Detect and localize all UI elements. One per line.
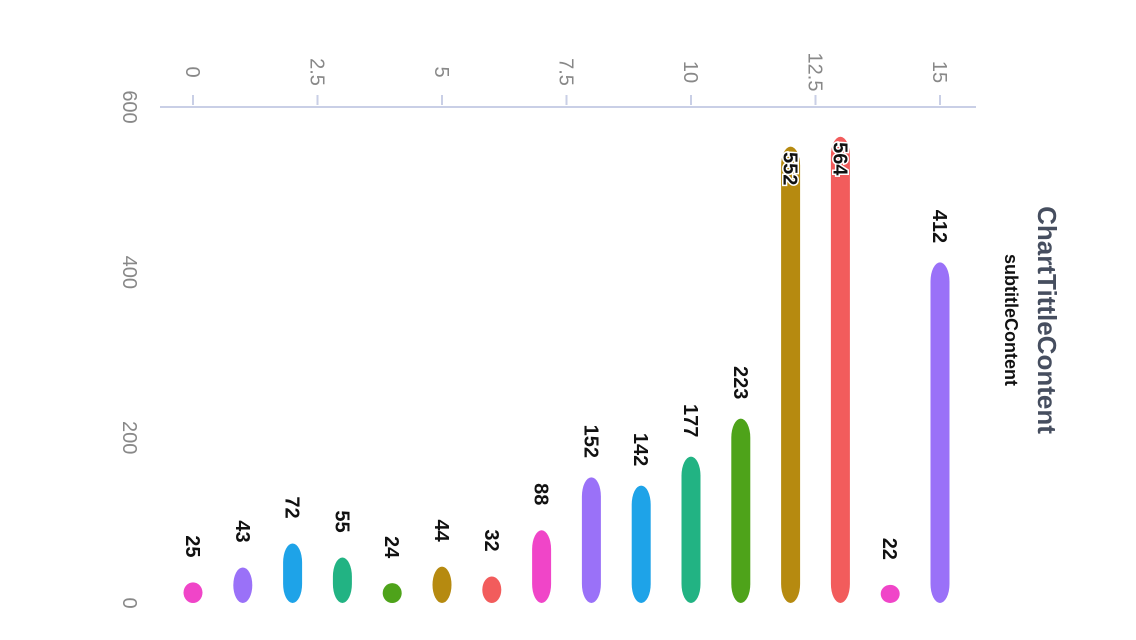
- x-tick-label: 2.5: [306, 58, 328, 86]
- bar: [581, 477, 601, 603]
- data-label: 43: [231, 520, 253, 542]
- y-tick-label: 200: [118, 421, 140, 454]
- data-label: 88: [530, 483, 552, 505]
- bar: [283, 543, 303, 603]
- bar: [382, 583, 402, 603]
- bar: [233, 567, 253, 603]
- data-label: 552: [779, 152, 801, 185]
- bar: [731, 418, 751, 603]
- data-label: 564: [828, 142, 850, 176]
- y-tick-label: 0: [118, 597, 140, 608]
- chart-subtitle: subtitleContent: [1001, 254, 1021, 386]
- data-label: 32: [480, 529, 502, 551]
- bar: [681, 456, 701, 603]
- bar: [482, 576, 502, 603]
- bar: [631, 485, 651, 603]
- data-label: 223: [729, 366, 751, 399]
- x-tick-label: 5: [430, 66, 452, 77]
- bar: [930, 262, 950, 603]
- data-labels-group: 25 43 72 55 24 44 32 88 152 142 177 223 552 564 22 412: [181, 141, 950, 560]
- data-label: 142: [629, 433, 651, 466]
- x-tick-label: 0: [181, 66, 203, 77]
- data-label: 44: [430, 520, 452, 543]
- data-label: 177: [679, 404, 701, 437]
- y-tick-label: 400: [118, 256, 140, 289]
- chart-title: ChartTittleContent: [1032, 206, 1062, 434]
- bar: [532, 530, 552, 603]
- title-group: ChartTittleContent subtitleContent: [1001, 206, 1062, 434]
- data-label: 72: [281, 496, 303, 518]
- axis-group: 0 2.5 5 7.5 10 12.5 15 0 200 400 600: [118, 53, 976, 609]
- bar: [781, 146, 801, 603]
- bars-group: [183, 136, 950, 603]
- y-tick-label: 600: [118, 90, 140, 123]
- bar: [332, 557, 352, 603]
- x-tick-label: 15: [928, 61, 950, 83]
- x-tick-label: 7.5: [555, 58, 577, 86]
- x-tick-label: 12.5: [804, 53, 826, 92]
- bar: [830, 136, 850, 603]
- data-label: 55: [330, 510, 352, 532]
- data-label: 25: [181, 535, 203, 557]
- data-label: 24: [380, 536, 402, 559]
- data-label: 22: [878, 538, 900, 560]
- x-tick-label: 10: [679, 61, 701, 83]
- bar: [183, 582, 203, 603]
- bar: [880, 584, 900, 603]
- bar: [432, 566, 452, 603]
- data-label: 412: [928, 210, 950, 243]
- data-label: 152: [579, 425, 601, 458]
